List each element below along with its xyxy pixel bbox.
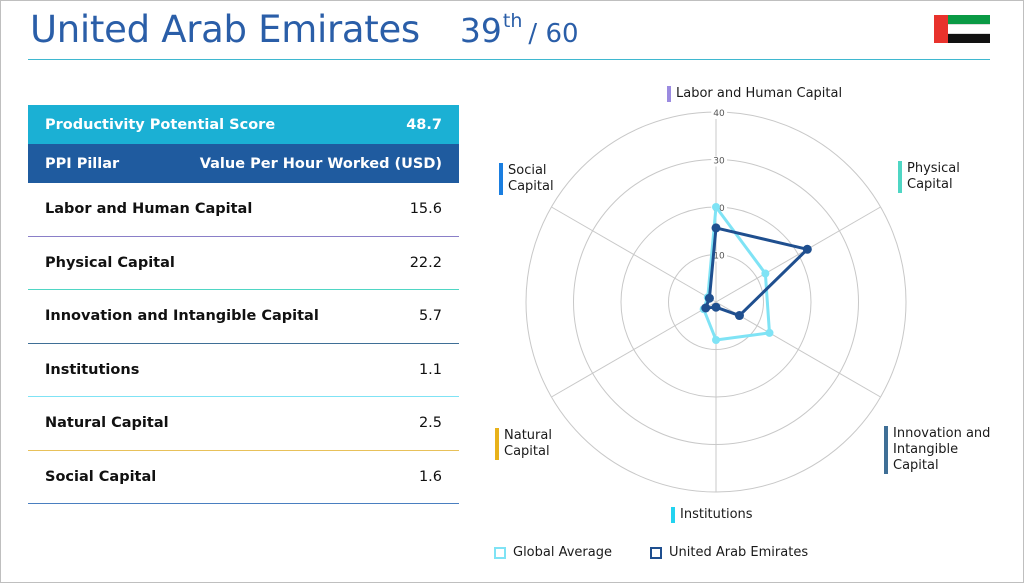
score-label: Productivity Potential Score [45,116,276,133]
value-header: Value Per Hour Worked (USD) [199,155,442,172]
rank-total: / 60 [528,19,579,49]
table-row: Institutions 1.1 [28,344,459,397]
tick-label-bg [711,156,727,167]
table-row: Innovation and Intangible Capital 5.7 [28,290,459,344]
legend-uae: United Arab Emirates [650,545,808,560]
legend-swatch-uae [650,546,662,559]
country-title: United Arab Emirates [30,8,420,51]
axis-label-physical: Physical Capital [898,161,977,193]
table-row: Natural Capital 2.5 [28,397,459,451]
point-uae [734,311,744,321]
point-global-average [765,328,774,337]
axis-label-institutions: Institutions [671,507,753,523]
table-header: PPI Pillar Value Per Hour Worked (USD) [28,144,459,183]
row-label: Physical Capital [45,254,175,271]
tick-label: 30 [713,157,725,167]
axis-label-natural: Natural Capital [495,428,564,460]
score-row: Productivity Potential Score 48.7 [28,105,459,144]
axis-spoke [715,206,881,303]
point-uae [704,293,714,303]
table-row: Social Capital 1.6 [28,451,459,504]
legend-label-global: Global Average [513,545,612,560]
pillar-header: PPI Pillar [45,155,120,172]
score-value: 48.7 [406,116,442,133]
row-value: 5.7 [418,308,442,325]
legend-swatch-global [494,546,506,559]
rank-number: 39 [459,11,502,50]
point-global-average [761,269,770,278]
tick-label: 10 [713,252,725,262]
axis-label-labor: Labor and Human Capital [667,86,842,102]
point-uae [701,303,711,313]
header: United Arab Emirates 39th / 60 [30,8,579,56]
rank-suffix: th [502,10,523,32]
rank: 39th [460,10,523,50]
row-value: 2.5 [418,415,442,432]
point-uae [711,223,721,233]
table-row: Labor and Human Capital 15.6 [28,183,459,237]
legend-label-uae: United Arab Emirates [669,545,809,560]
point-global-average [712,203,720,211]
axis-spoke [715,301,881,398]
axis-label-innovation: Innovation and Intangible Capital [884,426,998,474]
legend-global-average: Global Average [494,545,612,560]
row-value: 1.6 [418,468,442,485]
axis-spoke [551,206,717,303]
series-uae [704,226,809,318]
axis-label-social: Social Capital [499,163,568,195]
tick-label: 40 [713,109,725,119]
row-label: Innovation and Intangible Capital [45,308,319,325]
tick-label-bg [711,109,727,119]
tick-label-bg [711,251,727,262]
point-global-average [712,336,720,344]
row-label: Labor and Human Capital [45,201,253,218]
pillar-table: Productivity Potential Score 48.7 PPI Pi… [28,105,459,504]
row-value: 1.1 [418,361,442,378]
table-row: Physical Capital 22.2 [28,237,459,290]
row-value: 22.2 [409,254,442,271]
axis-spoke [551,301,717,398]
row-value: 15.6 [409,201,442,218]
uae-flag-icon [934,15,990,43]
header-divider [28,59,990,60]
row-label: Institutions [45,361,140,378]
point-uae [802,244,812,254]
row-label: Natural Capital [45,415,169,432]
row-label: Social Capital [45,468,157,485]
point-uae [711,302,721,312]
